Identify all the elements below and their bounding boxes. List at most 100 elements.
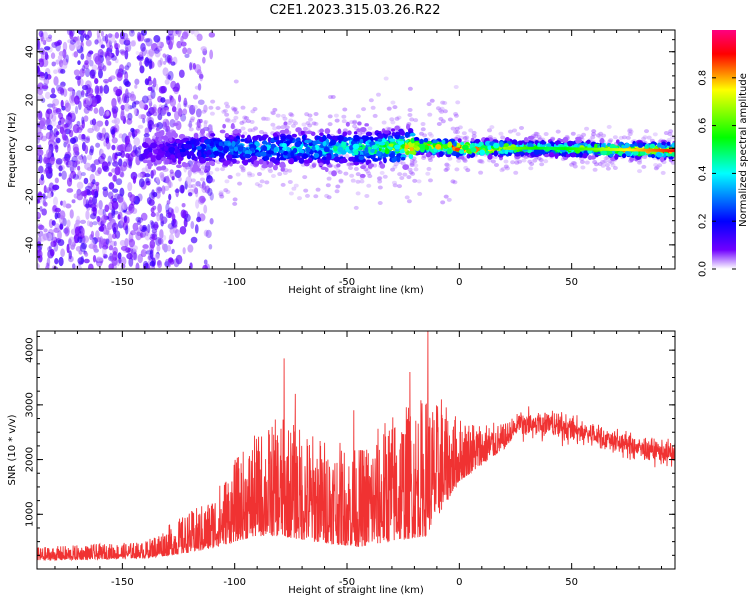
spectrogram-cell <box>187 104 193 109</box>
spectrogram-cell <box>313 152 320 159</box>
spectrogram-cell <box>83 189 88 199</box>
spectrogram-cell <box>137 253 143 264</box>
spectrogram-cell <box>124 71 129 81</box>
spectrogram-cell <box>45 132 52 140</box>
spectrogram-cell <box>300 130 305 136</box>
spectrogram-cell <box>37 88 44 96</box>
spectrogram-cell <box>510 160 516 165</box>
spectrogram-cell <box>241 159 248 165</box>
x-tick-label: 50 <box>565 577 578 588</box>
spectrogram-cell <box>63 227 69 234</box>
spectrogram-cell <box>419 138 424 145</box>
spectrogram-cell <box>142 118 146 124</box>
spectrogram-cell <box>174 228 180 239</box>
spectrogram-cell <box>543 153 550 158</box>
spectrogram-cell <box>543 159 549 164</box>
spectrogram-cell <box>57 54 63 61</box>
spectrogram-cell <box>432 140 438 144</box>
spectrogram-cell <box>489 125 495 130</box>
spectrogram-cell <box>95 142 101 148</box>
spectrogram-cell <box>396 156 401 163</box>
spectrogram-cell <box>621 135 627 140</box>
colorbar-gradient <box>712 30 736 269</box>
spectrogram-cell <box>383 157 387 164</box>
spectrogram-cell <box>141 95 149 104</box>
spectrogram-cell <box>50 240 57 248</box>
spectrogram-cell <box>116 73 123 78</box>
spectrogram-cell <box>342 107 348 112</box>
spectrogram-cell <box>333 153 339 158</box>
spectrogram-cell <box>48 111 54 120</box>
spectrogram-cell <box>84 251 89 257</box>
spectrogram-cell <box>442 109 448 114</box>
spectrogram-cell <box>598 131 604 136</box>
spectrogram-cell <box>261 116 267 121</box>
spectrogram-cell <box>37 110 43 121</box>
spectrogram-cell <box>601 160 607 165</box>
spectrogram-cell <box>348 144 354 151</box>
spectrogram-cell <box>58 256 64 267</box>
spectrogram-cell <box>166 55 173 64</box>
spectrogram-cell <box>55 84 62 92</box>
spectrogram-cell <box>290 151 294 157</box>
spectrogram-cell <box>267 167 273 172</box>
spectrogram-cell <box>365 131 373 137</box>
spectrogram-cell <box>294 141 301 148</box>
spectrogram-cell <box>67 143 71 153</box>
spectrogram-cell <box>444 166 450 171</box>
spectrogram-cell <box>110 128 115 135</box>
spectrogram-cell <box>319 132 324 137</box>
spectrogram-cell <box>61 130 67 141</box>
spectrogram-cell <box>199 159 207 163</box>
spectrogram-cell <box>399 135 405 140</box>
spectrogram-cell <box>175 254 183 265</box>
spectrogram-cell <box>155 237 162 246</box>
spectrogram-cell <box>404 131 410 139</box>
snr-line <box>37 331 675 562</box>
spectrogram-cell <box>409 132 416 137</box>
spectrogram-cell <box>200 46 207 52</box>
spectrogram-cell <box>180 35 184 44</box>
spectrogram-cell <box>77 257 85 265</box>
spectrogram-cell <box>37 65 40 73</box>
spectrogram-cell <box>202 167 208 172</box>
spectrogram-cell <box>407 112 413 117</box>
spectrogram-cell <box>85 92 89 97</box>
spectrogram-cell <box>55 238 61 244</box>
spectrogram-cell <box>47 34 53 39</box>
snr-panel: -150 -100 -50 0 50 1000 2000 3000 4000 Height of… <box>7 330 676 596</box>
spectrogram-cell <box>536 134 542 139</box>
spectrogram-cell <box>120 104 126 110</box>
spectrogram-cell <box>605 166 611 171</box>
spectrogram-cell <box>386 106 392 111</box>
spectrogram-cell <box>87 127 94 134</box>
spectrogram-cell <box>86 154 93 161</box>
spectrogram-cell <box>595 133 601 138</box>
spectrogram-cell <box>429 98 435 103</box>
spectrogram-cell <box>150 221 155 230</box>
spectrogram-cell <box>189 118 195 123</box>
spectrogram-cell <box>240 166 246 171</box>
spectrogram-cell <box>555 129 561 134</box>
spectrogram-cell <box>96 215 101 223</box>
spectrogram-cell <box>166 175 170 185</box>
spectrogram-cell <box>381 120 387 125</box>
spectrogram-cell <box>364 123 369 127</box>
spectrogram-cell <box>282 147 287 151</box>
spectrogram-cell <box>670 160 675 165</box>
spectrogram-cell <box>187 143 193 150</box>
spectrogram-cell <box>150 212 156 218</box>
spectrogram-cell <box>213 150 220 156</box>
spectrogram-cell <box>196 123 202 128</box>
spectrogram-cell <box>218 152 226 157</box>
spectrogram-cell <box>513 170 519 175</box>
spectrogram-cell <box>280 135 287 141</box>
spectrogram-cell <box>439 106 445 111</box>
spectrogram-cell <box>275 113 281 118</box>
spectrogram-cell <box>143 38 151 43</box>
spectrogram-cell <box>272 107 278 112</box>
spectrogram-cell <box>519 125 525 130</box>
spectrogram-cell <box>455 151 460 158</box>
spectrogram-cell <box>627 132 633 137</box>
spectrogram-cell <box>45 232 53 242</box>
